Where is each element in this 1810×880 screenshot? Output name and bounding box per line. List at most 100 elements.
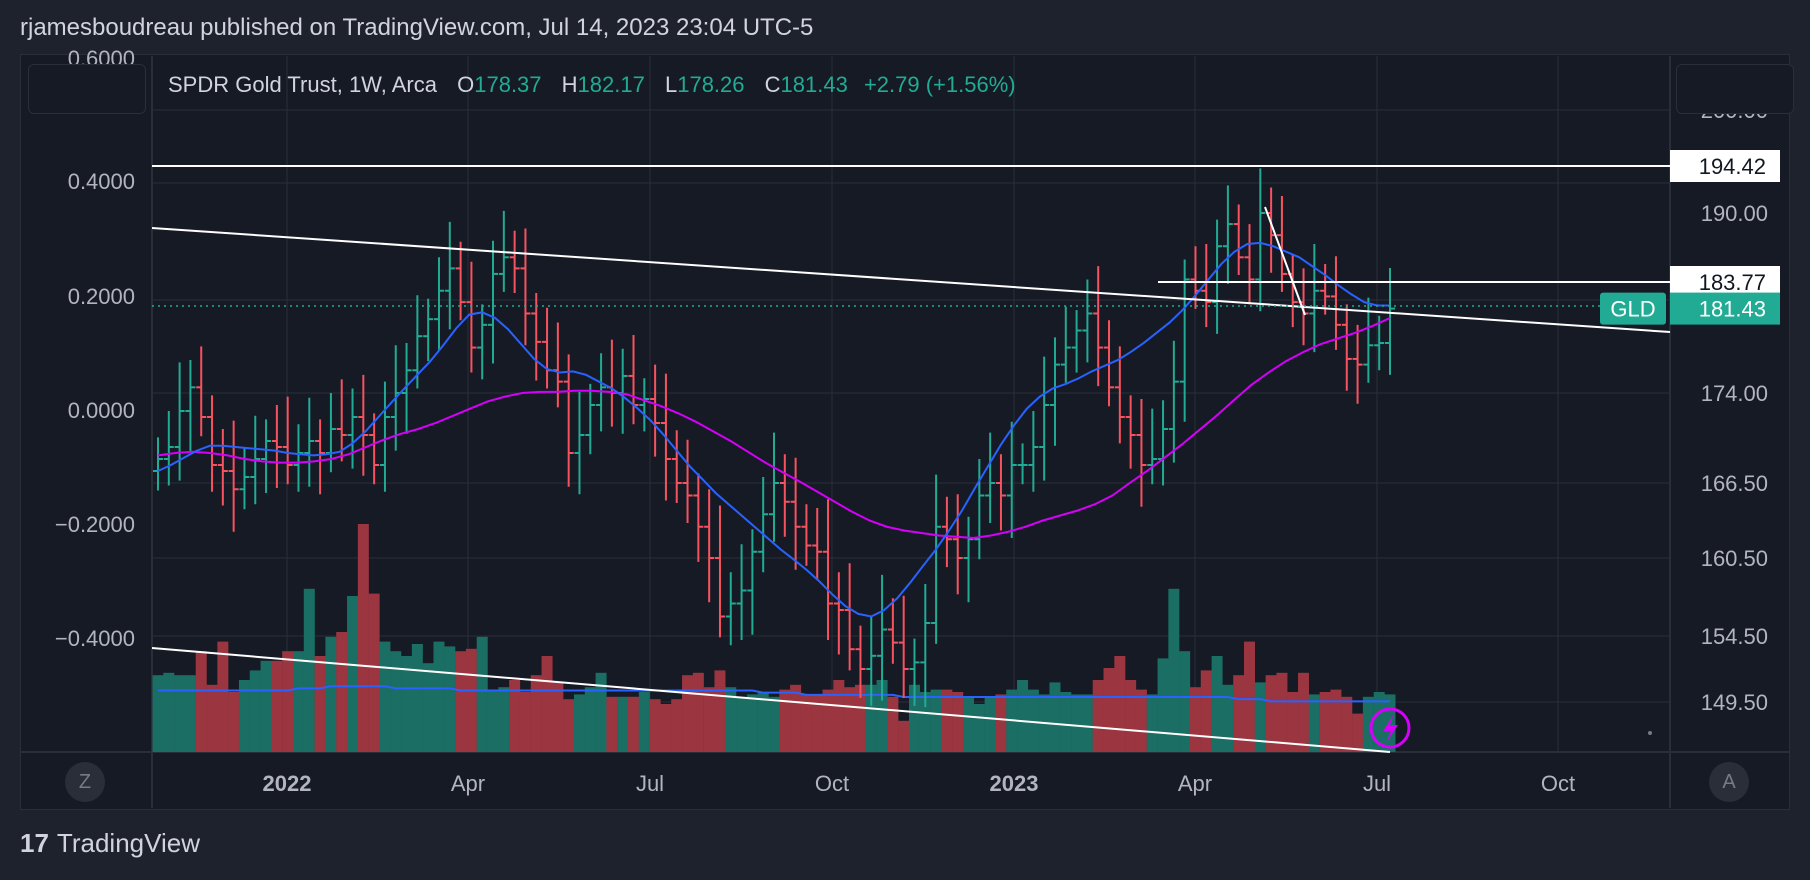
ohlc-bar [952, 494, 963, 595]
volume-bar [1319, 692, 1331, 752]
volume-bar [1265, 675, 1277, 752]
right-auto-button[interactable]: A [1709, 762, 1749, 802]
ohlc-bar [898, 595, 909, 699]
ohlc-bar [920, 584, 931, 708]
footer-brand[interactable]: 17 TradingView [20, 828, 200, 859]
ohlc-bar [639, 378, 650, 432]
volume-bar [638, 692, 650, 752]
volume-bar [671, 699, 683, 752]
ohlc-bar [228, 420, 239, 532]
volume-bar [325, 636, 337, 752]
ohlc-bar [455, 241, 466, 321]
volume-bar [390, 651, 402, 752]
descending-trendline [151, 227, 1671, 333]
volume-bar [649, 699, 661, 752]
ohlc-bar [1147, 408, 1158, 485]
volume-bar [984, 696, 996, 752]
ohlc-bar [769, 432, 779, 542]
ohlc-bar [833, 572, 844, 655]
volume-bar [876, 680, 888, 752]
volume-bar [455, 651, 467, 752]
ohlc-bar [1276, 195, 1287, 292]
current-price-label: 181.43 [1699, 297, 1766, 322]
footer-brand-text: TradingView [56, 828, 200, 858]
left-scale-button[interactable] [28, 64, 146, 114]
time-axis-tick: Jul [636, 771, 664, 796]
volume-bar [163, 672, 175, 752]
ohlc-bar [1168, 340, 1179, 463]
ohlc-bar [1071, 310, 1082, 373]
volume-bar [660, 704, 672, 752]
right-axis-tick: 166.50 [1701, 471, 1768, 496]
volume-bar [703, 687, 715, 752]
ohlc-bar [606, 339, 617, 427]
volume-bar [303, 588, 315, 752]
volume-bar [1092, 680, 1104, 752]
volume-bar [768, 696, 780, 752]
ohlc-bar [1244, 224, 1255, 305]
volume-bar [249, 670, 261, 752]
ohlc-bar [1320, 263, 1331, 315]
volume-bar [682, 675, 694, 752]
legend-close-value: 181.43 [780, 72, 848, 97]
volume-bar [174, 675, 186, 752]
volume-bar [1276, 672, 1288, 752]
left-zoom-button[interactable]: Z [65, 762, 105, 802]
ohlc-bar [758, 477, 769, 573]
ohlc-bar [1330, 256, 1341, 350]
ohlc-bar [1049, 337, 1060, 446]
ohlc-bar [542, 307, 553, 389]
ohlc-bar [1309, 244, 1320, 353]
lightning-icon-bolt [1383, 714, 1398, 743]
volume-bar [152, 675, 164, 752]
volume-bar [1298, 672, 1310, 752]
volume-bar [811, 694, 823, 752]
ohlc-bar [985, 432, 996, 523]
ohlc-bar [282, 396, 293, 485]
volume-bar [1027, 689, 1039, 752]
ohlc-bar [207, 395, 218, 492]
ohlc-bar [488, 240, 499, 364]
ohlc-bar [650, 364, 661, 457]
volume-bar [1200, 670, 1212, 752]
volume-bar [563, 699, 575, 752]
left-axis-tick: −0.4000 [55, 626, 135, 651]
ohlc-bar [1212, 219, 1223, 334]
ohlc-bar [736, 544, 747, 640]
ticker-label: GLD [1610, 297, 1655, 322]
ohlc-bar [401, 343, 412, 434]
volume-bar [238, 680, 250, 752]
ohlc-bar [412, 295, 423, 389]
volume-bar [1362, 696, 1374, 752]
volume-bar [800, 694, 812, 752]
ohlc-bar [552, 322, 563, 408]
legend-open-value: 178.37 [474, 72, 542, 97]
volume-bar [1233, 675, 1245, 752]
volume-bar [1352, 713, 1364, 752]
volume-bar [595, 672, 607, 752]
volume-bar [1114, 656, 1126, 752]
ohlc-bar [423, 298, 434, 362]
ohlc-bar [1201, 244, 1212, 328]
ohlc-bar [693, 473, 704, 562]
volume-bar [919, 692, 931, 752]
ohlc-bar [1114, 346, 1125, 444]
right-scale-button[interactable] [1676, 64, 1794, 114]
published-line: rjamesboudreau published on TradingView.… [20, 14, 814, 41]
ohlc-bar [1006, 421, 1017, 538]
volume-bar [1060, 692, 1072, 752]
ohlc-bar [271, 405, 282, 488]
volume-bar [1017, 680, 1029, 752]
ohlc-bar [1374, 315, 1385, 371]
ohlc-bar [185, 360, 196, 452]
ohlc-bar [1233, 204, 1244, 276]
ohlc-bar [585, 383, 596, 455]
ohlc-bar [1125, 395, 1136, 469]
left-axis-tick: 0.2000 [68, 284, 135, 309]
right-axis-tick: 190.00 [1701, 201, 1768, 226]
volume-bar [1341, 696, 1353, 752]
legend-open-label: O [457, 72, 475, 97]
ohlc-bar [801, 504, 812, 566]
volume-bar [1222, 684, 1234, 752]
